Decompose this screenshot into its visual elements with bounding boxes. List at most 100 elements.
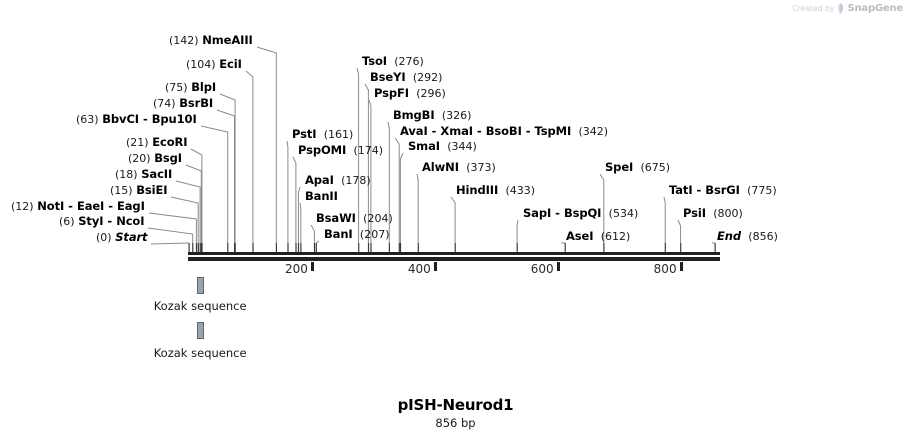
enzyme-position: (161): [323, 128, 354, 141]
leader-line-bsgi: [185, 164, 202, 243]
enzyme-name: NmeAIII: [202, 33, 253, 47]
leader-line-apai: [297, 186, 301, 243]
enzyme-name: EcoRI: [152, 135, 188, 149]
enzyme-name: Start: [115, 230, 148, 244]
enzyme-position: (612): [600, 230, 631, 243]
enzyme-label-hindiii[interactable]: HindIII (433): [456, 183, 536, 198]
leader-line-smai: [399, 152, 404, 243]
enzyme-position: (204): [363, 212, 393, 225]
enzyme-name: BbvCI: [102, 112, 139, 126]
leader-line-nmeaiii: [256, 46, 277, 243]
leader-line-bani: [315, 240, 320, 244]
enzyme-label-spei[interactable]: SpeI (675): [605, 161, 671, 175]
enzyme-name: BsoBI: [485, 124, 522, 138]
enzyme-name: BsrGI: [705, 183, 740, 197]
enzyme-name-separator: -: [103, 214, 117, 228]
feature-box-kozak[interactable]: [197, 322, 205, 339]
enzyme-position: (433): [505, 184, 536, 197]
enzyme-label-asei[interactable]: AseI (612): [566, 230, 631, 244]
enzyme-name: TatI: [669, 183, 693, 197]
enzyme-label-blpi[interactable]: (75) BlpI: [165, 80, 217, 95]
leader-line-sacii: [175, 180, 201, 243]
enzyme-label-bseyi[interactable]: BseYI (292): [370, 70, 443, 85]
enzyme-name-separator: -: [521, 124, 535, 138]
enzyme-label-sacii[interactable]: (18) SacII: [115, 167, 173, 182]
leader-line-start: [150, 242, 190, 245]
ruler-tick: [556, 262, 560, 271]
enzyme-position: (6): [59, 215, 75, 228]
enzyme-label-smai[interactable]: SmaI (344): [408, 140, 477, 154]
enzyme-label-apai[interactable]: ApaI (178): [305, 173, 371, 188]
enzyme-name: TspMI: [534, 124, 572, 138]
leader-line-tati: [663, 196, 666, 243]
enzyme-name: SacII: [141, 167, 173, 181]
enzyme-label-psti[interactable]: PstI (161): [292, 128, 354, 142]
enzyme-label-start[interactable]: (0) Start: [96, 230, 148, 245]
enzyme-label-psii[interactable]: PsiI (800): [683, 207, 743, 221]
enzyme-label-pspfi[interactable]: PspFI (296): [374, 87, 446, 101]
enzyme-position: (534): [608, 207, 639, 220]
feature-box-kozak[interactable]: [197, 277, 205, 294]
enzyme-position: (207): [359, 228, 390, 241]
enzyme-label-ecori[interactable]: (21) EcoRI: [126, 135, 188, 150]
enzyme-name: BanII: [305, 189, 338, 203]
enzyme-name: ApaI: [305, 173, 334, 187]
enzyme-position: (296): [416, 87, 446, 100]
enzyme-name: BlpI: [191, 80, 217, 94]
enzyme-label-bsrbi[interactable]: (74) BsrBI: [153, 97, 213, 111]
enzyme-name: NotI: [37, 199, 65, 213]
map-title-block: pISH-Neurod1 856 bp: [0, 396, 911, 430]
enzyme-name: HindIII: [456, 183, 499, 197]
feature-label-kozak: Kozak sequence: [153, 346, 247, 360]
enzyme-name-separator: -: [64, 199, 77, 213]
enzyme-label-bsiei[interactable]: (15) BsiEI: [110, 183, 168, 198]
leader-line-noti: [148, 212, 197, 243]
enzyme-name-separator: -: [104, 199, 118, 213]
enzyme-position: (74): [153, 97, 176, 110]
enzyme-name: BsgI: [154, 151, 182, 165]
enzyme-name: BmgBI: [393, 108, 435, 122]
enzyme-label-sapi[interactable]: SapI - BspQI (534): [523, 206, 639, 221]
enzyme-position: (75): [165, 81, 188, 94]
enzyme-name: PspOMI: [298, 143, 347, 157]
enzyme-position: (292): [412, 71, 443, 84]
enzyme-position: (856): [748, 230, 778, 243]
enzyme-position: (342): [578, 125, 609, 138]
enzyme-label-bsgi[interactable]: (20) BsgI: [128, 151, 182, 166]
enzyme-label-alwni[interactable]: AlwNI (373): [422, 161, 496, 175]
enzyme-position: (675): [640, 161, 671, 174]
enzyme-label-end[interactable]: End (856): [717, 230, 778, 244]
enzyme-label-bbvci[interactable]: (63) BbvCI - Bpu10I: [76, 112, 197, 127]
leader-line-alwni: [416, 173, 419, 243]
enzyme-name-separator: -: [551, 206, 564, 220]
enzyme-label-avai[interactable]: AvaI - XmaI - BsoBI - TspMI (342): [400, 124, 609, 139]
backbone-line-bottom: [188, 257, 720, 261]
enzyme-label-noti[interactable]: (12) NotI - EaeI - EagI: [11, 199, 145, 214]
enzyme-label-nmeaiii[interactable]: (142) NmeAIII: [169, 33, 253, 48]
enzyme-label-pspomi[interactable]: PspOMI (174): [298, 143, 384, 158]
ruler-tick: [433, 262, 437, 271]
enzyme-name: BsiEI: [136, 183, 168, 197]
enzyme-name-separator: -: [427, 124, 441, 138]
enzyme-name: BspQI: [563, 206, 602, 220]
enzyme-label-tsoi[interactable]: TsoI (276): [362, 55, 424, 69]
enzyme-label-tati[interactable]: TatI - BsrGI (775): [669, 183, 777, 198]
enzyme-name: BseYI: [370, 70, 406, 84]
enzyme-label-bani[interactable]: BanI (207): [324, 227, 390, 242]
leader-line-psii: [677, 219, 682, 243]
enzyme-position: (344): [447, 140, 477, 153]
enzyme-name: BanI: [324, 227, 353, 241]
enzyme-position: (18): [115, 168, 138, 181]
leader-line-styi: [147, 227, 194, 243]
enzyme-label-banii[interactable]: BanII: [305, 190, 338, 203]
leader-line-avai: [394, 137, 400, 243]
backbone-line-top: [188, 252, 720, 255]
enzyme-label-bmgbi[interactable]: BmgBI (326): [393, 108, 471, 123]
watermark-product-name: SnapGene: [847, 3, 903, 14]
enzyme-label-styi[interactable]: (6) StyI - NcoI: [59, 214, 145, 229]
enzyme-label-ecii[interactable]: (104) EciI: [186, 58, 242, 72]
enzyme-label-bsawi[interactable]: BsaWI (204): [316, 212, 393, 226]
enzyme-position: (276): [394, 55, 424, 68]
enzyme-position: (174): [353, 144, 384, 157]
